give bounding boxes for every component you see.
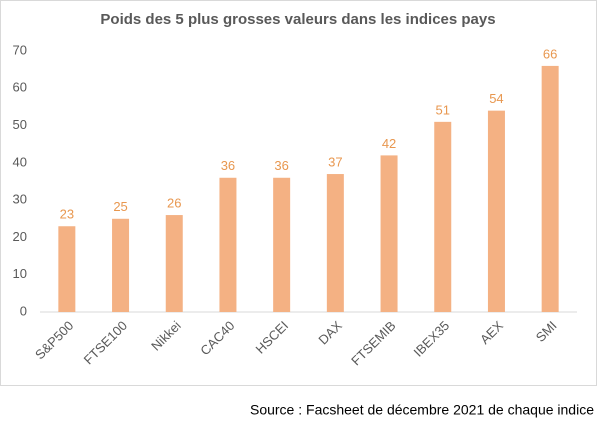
y-tick-label: 10: [13, 266, 27, 281]
source-note: Source : Facsheet de décembre 2021 de ch…: [250, 402, 594, 418]
data-label: 37: [328, 154, 342, 169]
data-label: 25: [113, 199, 127, 214]
data-label: 66: [543, 46, 557, 61]
bar: [487, 110, 505, 313]
y-tick-label: 50: [13, 117, 27, 132]
data-label: 36: [274, 158, 288, 173]
data-label: 51: [436, 102, 450, 117]
bar: [380, 155, 398, 312]
chart-title: Poids des 5 plus grosses valeurs dans le…: [100, 11, 495, 28]
data-label: 42: [382, 136, 396, 151]
y-tick-label: 70: [13, 42, 27, 57]
data-label: 26: [167, 195, 181, 210]
bar: [541, 65, 559, 313]
bar: [434, 121, 452, 312]
bar: [112, 218, 130, 312]
y-tick-label: 0: [20, 303, 27, 318]
y-tick-label: 60: [13, 80, 27, 95]
bar: [219, 177, 237, 312]
data-label: 36: [221, 158, 235, 173]
data-label: 23: [60, 207, 74, 222]
bar: [326, 174, 344, 312]
data-label: 54: [489, 91, 503, 106]
y-tick-label: 40: [13, 154, 27, 169]
bar: [165, 215, 183, 312]
bar: [58, 226, 76, 312]
chart-frame: [0, 0, 597, 386]
bar: [273, 177, 291, 312]
y-tick-label: 30: [13, 192, 27, 207]
y-tick-label: 20: [13, 229, 27, 244]
